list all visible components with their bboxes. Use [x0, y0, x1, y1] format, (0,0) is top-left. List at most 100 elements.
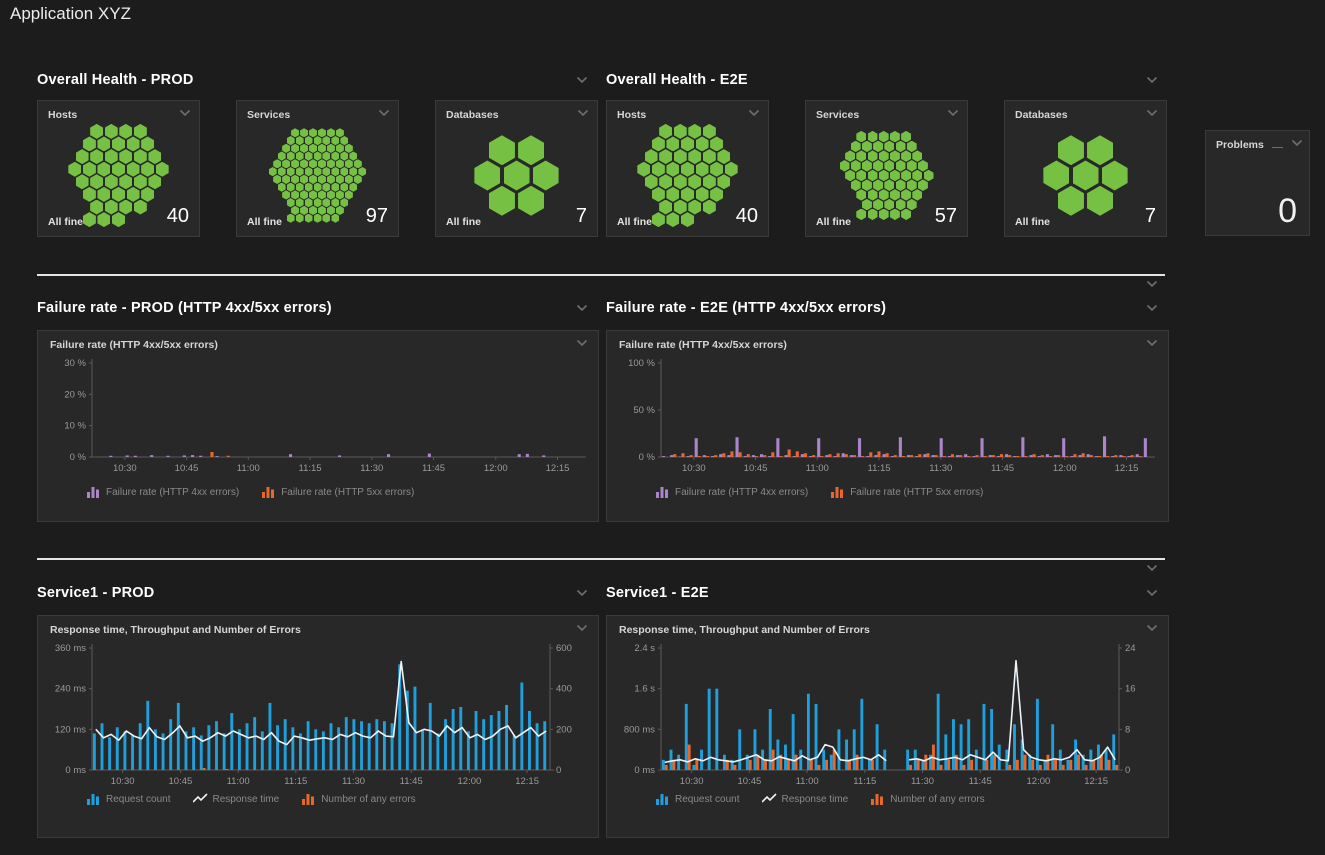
- legend-item[interactable]: Response time: [193, 793, 280, 805]
- chevron-down-icon[interactable]: [576, 589, 588, 597]
- legend-item[interactable]: Failure rate (HTTP 5xx errors): [261, 486, 414, 498]
- health-hexagon[interactable]: [282, 144, 290, 153]
- health-hexagon[interactable]: [127, 187, 140, 202]
- health-hexagon[interactable]: [119, 149, 132, 164]
- health-hexagon[interactable]: [300, 175, 308, 184]
- health-hexagon[interactable]: [322, 183, 330, 192]
- health-hexagon[interactable]: [331, 183, 339, 192]
- health-hexagon[interactable]: [896, 141, 906, 153]
- health-hexagon[interactable]: [868, 189, 878, 201]
- chevron-down-icon[interactable]: [576, 76, 588, 84]
- health-hexagon[interactable]: [710, 162, 723, 177]
- health-hexagon[interactable]: [879, 131, 889, 143]
- health-hexagon[interactable]: [291, 190, 299, 199]
- health-hexagon[interactable]: [90, 149, 103, 164]
- health-hexagon[interactable]: [97, 136, 110, 151]
- legend-item[interactable]: Number of any errors: [301, 793, 415, 805]
- health-hexagon[interactable]: [884, 160, 894, 172]
- health-hexagon[interactable]: [134, 124, 147, 139]
- legend-item[interactable]: Request count: [86, 793, 171, 805]
- health-hexagon[interactable]: [725, 162, 738, 177]
- service1-e2e-tile[interactable]: Response time, Throughput and Number of …: [606, 615, 1169, 838]
- health-hexagon[interactable]: [291, 159, 299, 168]
- health-hexagon[interactable]: [327, 128, 335, 137]
- health-hexagon[interactable]: [907, 179, 917, 191]
- health-hexagon[interactable]: [119, 124, 132, 139]
- health-hexagon[interactable]: [912, 170, 922, 182]
- health-hexagon[interactable]: [901, 189, 911, 201]
- health-hexagon[interactable]: [141, 162, 154, 177]
- health-hexagon[interactable]: [105, 174, 118, 189]
- chevron-down-icon[interactable]: [1291, 139, 1303, 147]
- health-hexagon[interactable]: [148, 149, 161, 164]
- health-hexagon[interactable]: [318, 190, 326, 199]
- health-hexagon[interactable]: [278, 183, 286, 192]
- health-hexagon[interactable]: [336, 144, 344, 153]
- health-hexagon[interactable]: [710, 136, 723, 151]
- health-hexagon[interactable]: [703, 149, 716, 164]
- health-hexagon[interactable]: [97, 162, 110, 177]
- health-hexagon[interactable]: [666, 162, 679, 177]
- health-hexagon[interactable]: [287, 167, 295, 176]
- health-hexagon[interactable]: [851, 160, 861, 172]
- health-hexagon[interactable]: [282, 175, 290, 184]
- health-hexagon[interactable]: [504, 160, 530, 190]
- health-hexagon[interactable]: [83, 162, 96, 177]
- failure-rate-e2e-tile[interactable]: Failure rate (HTTP 4xx/5xx errors) 0 %50…: [606, 330, 1169, 522]
- health-hexagon[interactable]: [340, 183, 348, 192]
- health-hexagon[interactable]: [105, 124, 118, 139]
- health-hexagon[interactable]: [349, 183, 357, 192]
- health-hexagon[interactable]: [1102, 160, 1128, 190]
- health-hexagon[interactable]: [659, 174, 672, 189]
- chevron-down-icon[interactable]: [577, 109, 589, 117]
- health-hexagon[interactable]: [327, 144, 335, 153]
- health-hexagon[interactable]: [856, 150, 866, 162]
- health-hexagon[interactable]: [873, 160, 883, 172]
- health-hexagon[interactable]: [856, 189, 866, 201]
- health-hexagon[interactable]: [1087, 135, 1113, 165]
- health-hexagon[interactable]: [896, 160, 906, 172]
- health-hexagon[interactable]: [645, 174, 658, 189]
- health-hexagon[interactable]: [688, 149, 701, 164]
- health-hexagon[interactable]: [918, 179, 928, 191]
- health-hexagon[interactable]: [287, 151, 295, 160]
- health-hexagon[interactable]: [309, 159, 317, 168]
- health-hexagon[interactable]: [327, 175, 335, 184]
- health-hexagon[interactable]: [340, 167, 348, 176]
- health-hexagon[interactable]: [873, 141, 883, 153]
- health-hexagon[interactable]: [912, 150, 922, 162]
- health-hexagon[interactable]: [890, 170, 900, 182]
- health-hexagon[interactable]: [1043, 160, 1069, 190]
- health-hexagon[interactable]: [884, 141, 894, 153]
- health-hexagon[interactable]: [1073, 160, 1099, 190]
- health-hexagon[interactable]: [890, 150, 900, 162]
- health-hexagon[interactable]: [696, 136, 709, 151]
- health-hexagon[interactable]: [322, 136, 330, 145]
- health-hexagon[interactable]: [83, 136, 96, 151]
- health-hexagon[interactable]: [314, 167, 322, 176]
- health-hexagon[interactable]: [652, 162, 665, 177]
- health-hexagon[interactable]: [112, 136, 125, 151]
- health-hexagon[interactable]: [696, 187, 709, 202]
- health-hexagon[interactable]: [856, 170, 866, 182]
- health-hexagon[interactable]: [314, 183, 322, 192]
- health-hexagon[interactable]: [300, 144, 308, 153]
- health-hexagon[interactable]: [890, 189, 900, 201]
- chevron-down-icon[interactable]: [1146, 624, 1158, 632]
- chevron-down-icon[interactable]: [576, 304, 588, 312]
- health-hexagon[interactable]: [300, 159, 308, 168]
- health-hexagon[interactable]: [354, 175, 362, 184]
- chevron-down-icon[interactable]: [576, 339, 588, 347]
- health-hexagon[interactable]: [127, 136, 140, 151]
- health-hexagon[interactable]: [141, 136, 154, 151]
- health-hexagon[interactable]: [291, 144, 299, 153]
- health-hexagon[interactable]: [533, 160, 559, 190]
- chevron-down-icon[interactable]: [1146, 564, 1158, 572]
- problems-tile[interactable]: Problems 0: [1205, 130, 1310, 236]
- health-hexagon[interactable]: [305, 136, 313, 145]
- health-hexagon[interactable]: [314, 151, 322, 160]
- health-hexagon[interactable]: [879, 150, 889, 162]
- health-hexagon[interactable]: [336, 190, 344, 199]
- health-hexagon[interactable]: [305, 151, 313, 160]
- health-hexagon[interactable]: [309, 128, 317, 137]
